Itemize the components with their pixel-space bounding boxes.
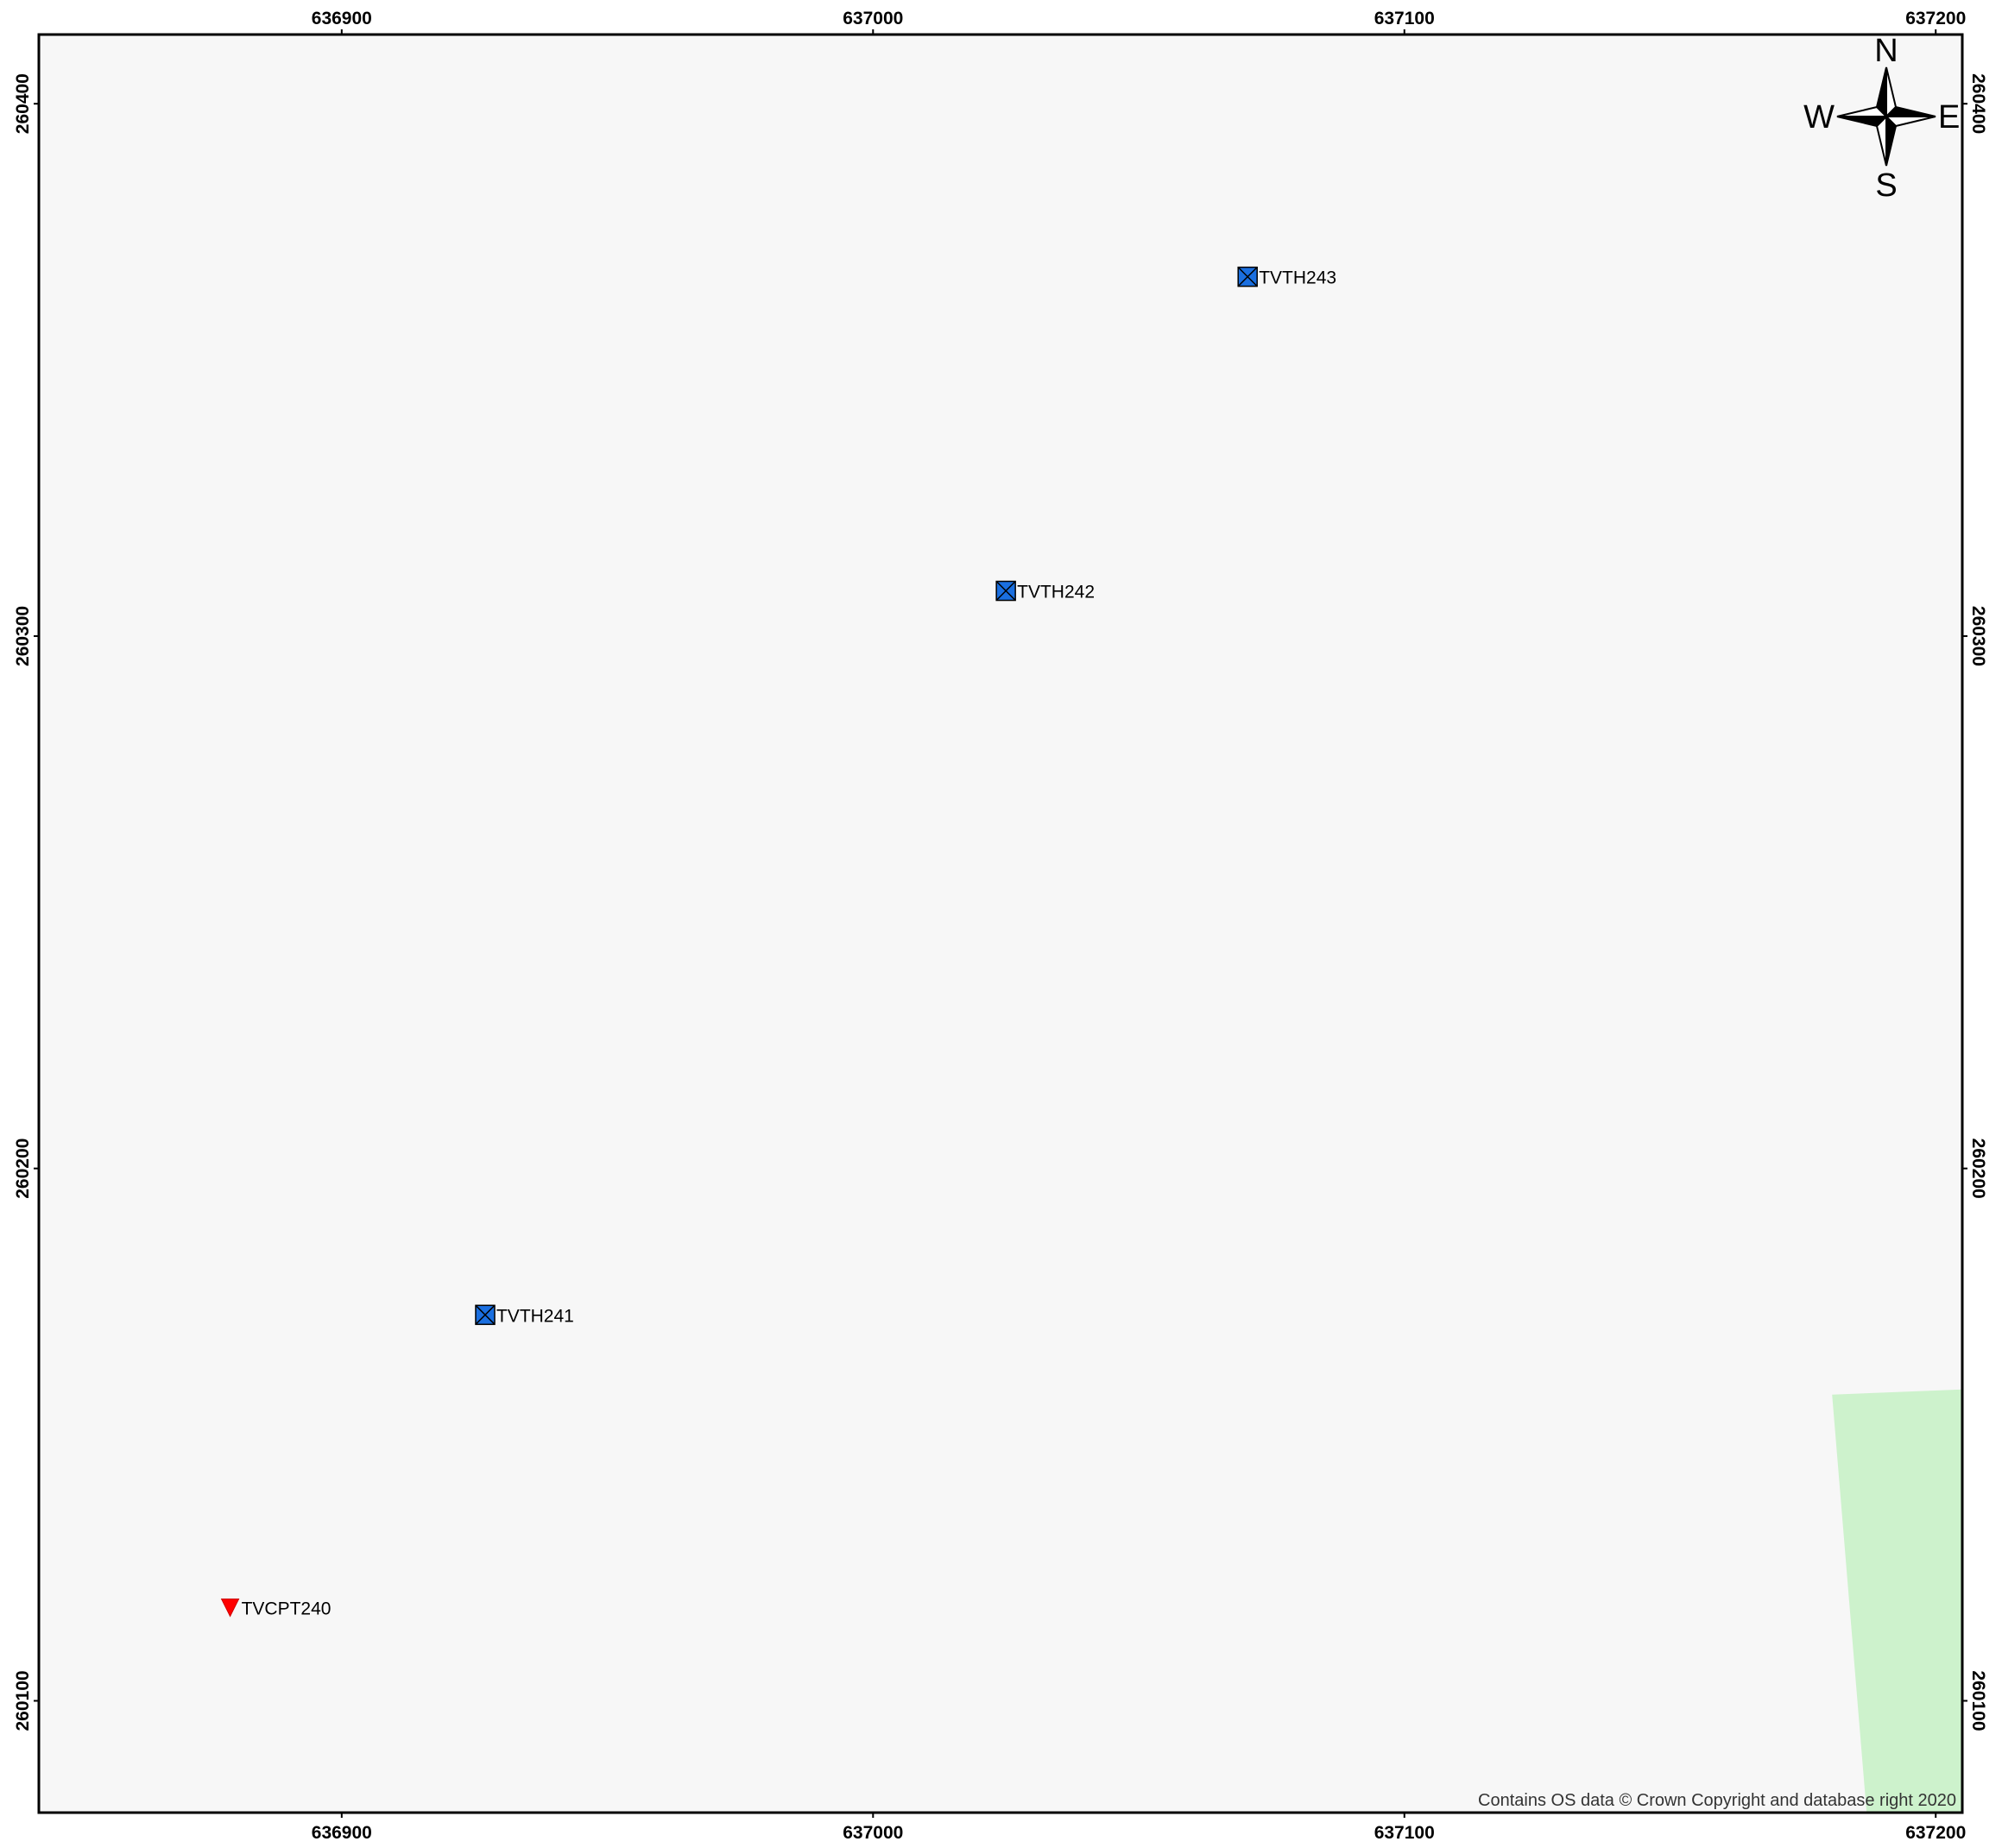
- compass-east-label: E: [1938, 99, 1960, 136]
- axis-ticks: 636900 636900 637000 637000 637100 637100 6372…: [13, 9, 1988, 1843]
- x-tick-label-top: 637000: [843, 9, 903, 28]
- survey-point-tvth243: TVTH243: [1237, 266, 1336, 288]
- y-tick-label-right: 260200: [1968, 1138, 1988, 1199]
- survey-points: TVTH243 TVTH242 TVTH241 TVCPT240: [220, 266, 1336, 1619]
- survey-point-tvcpt240: TVCPT240: [220, 1599, 332, 1619]
- borehole-cross-line: [475, 1304, 496, 1325]
- x-tick-label-top: 637200: [1905, 9, 1966, 28]
- x-tick-label-top: 636900: [312, 9, 372, 28]
- map-frame: [37, 33, 1964, 1814]
- cpt-down-triangle-icon: [220, 1599, 240, 1618]
- compass-east-ray-shade: [1884, 105, 1936, 117]
- point-label: TVCPT240: [242, 1599, 332, 1619]
- point-label: TVTH242: [1017, 583, 1095, 602]
- y-tick-label-left: 260400: [13, 73, 33, 134]
- x-tick-label-bottom: 637000: [843, 1823, 903, 1843]
- x-tick-label-bottom: 637100: [1374, 1823, 1435, 1843]
- compass-north-label: N: [1874, 33, 1898, 69]
- point-label: TVTH243: [1259, 268, 1336, 288]
- compass-west-label: W: [1803, 99, 1835, 136]
- copyright-notice: Contains OS data © Crown Copyright and d…: [1478, 1791, 1956, 1810]
- green-area: [1832, 1389, 1962, 1813]
- y-tick-label-right: 260400: [1968, 73, 1988, 134]
- y-tick-label-left: 260300: [13, 606, 33, 666]
- survey-point-tvth242: TVTH242: [995, 580, 1095, 602]
- compass-west-ray-shade: [1836, 116, 1889, 128]
- point-label: TVTH241: [496, 1306, 574, 1326]
- borehole-cross-line: [995, 580, 1016, 602]
- y-tick-label-right: 260100: [1968, 1670, 1988, 1731]
- x-tick-label-top: 637100: [1374, 9, 1435, 28]
- map-area: [39, 35, 1962, 1813]
- x-tick-label-bottom: 636900: [312, 1823, 372, 1843]
- y-tick-label-left: 260200: [13, 1138, 33, 1199]
- y-tick-label-right: 260300: [1968, 606, 1988, 666]
- survey-point-tvth241: TVTH241: [475, 1304, 574, 1326]
- north-arrow-compass-icon: N S E W: [1803, 33, 1960, 204]
- borehole-cross-line: [1237, 267, 1258, 287]
- compass-south-label: S: [1875, 167, 1897, 204]
- x-tick-label-bottom: 637200: [1905, 1823, 1966, 1843]
- y-tick-label-left: 260100: [13, 1670, 33, 1731]
